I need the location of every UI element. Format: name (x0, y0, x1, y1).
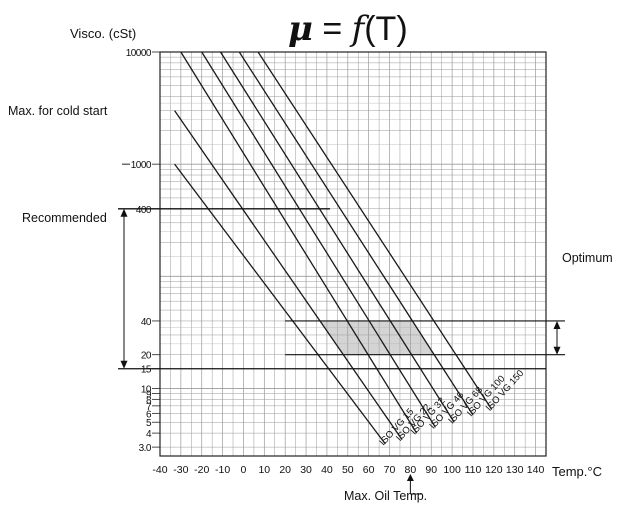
x-tick-label: 140 (527, 464, 545, 476)
y-tick-label: 4 (146, 429, 152, 440)
x-tick-label: 120 (485, 464, 503, 476)
y-tick-label: 3.0 (139, 443, 152, 454)
y-tick-label: 5 (146, 418, 152, 429)
x-tick-label: -20 (194, 464, 209, 476)
y-tick-label: 6 (146, 409, 152, 420)
x-tick-label: 30 (300, 464, 312, 476)
x-tick-label: 70 (384, 464, 396, 476)
cold-start-label: Max. for cold start (8, 104, 108, 118)
x-axis-label: Temp.°C (552, 464, 602, 479)
x-tick-label: -10 (215, 464, 230, 476)
y-tick-label: 10000 (126, 48, 152, 59)
x-tick-label: 90 (425, 464, 437, 476)
series-line (219, 51, 455, 423)
max-oil-temp-label: Max. Oil Temp. (344, 489, 427, 503)
x-tick-label: 40 (321, 464, 333, 476)
y-tick-label: 15 (141, 365, 152, 376)
x-tick-label: 130 (506, 464, 524, 476)
x-tick-label: 100 (443, 464, 461, 476)
x-tick-label: 0 (241, 464, 247, 476)
optimum-label: Optimum (562, 251, 613, 265)
y-tick-label: 40 (141, 317, 152, 328)
annotations-group (118, 163, 565, 495)
x-tick-label: -40 (152, 464, 167, 476)
plot-frame-group (159, 51, 547, 457)
series-line (174, 110, 403, 440)
x-tick-label: 10 (258, 464, 270, 476)
title-mu: μ (288, 9, 313, 49)
series-line (180, 51, 418, 434)
x-tick-label: 50 (342, 464, 354, 476)
x-tick-label: -30 (173, 464, 188, 476)
y-tick-label: 10 (141, 384, 152, 395)
x-tick-label: 110 (465, 464, 482, 476)
series-line (257, 51, 493, 410)
series-line (238, 51, 474, 416)
title-arg: (T) (364, 10, 407, 48)
y-tick-label: 9 (146, 390, 152, 401)
recommended-arrow-head-down (120, 360, 128, 369)
series-line (174, 163, 386, 445)
y-tick-label: 1000 (131, 160, 152, 171)
title-eq: = (313, 10, 352, 48)
y-tick-label: 400 (136, 205, 152, 216)
y-tick-label: 7 (146, 402, 152, 413)
y-tick-label: 8 (146, 395, 152, 406)
optimum-arrow-head-up (553, 320, 561, 329)
series-line (201, 51, 436, 428)
recommended-arrow-head-up (120, 208, 128, 217)
x-tick-label: 60 (363, 464, 375, 476)
x-tick-label: 80 (405, 464, 417, 476)
recommended-label: Recommended (22, 211, 107, 225)
optimum-arrow-head-down (553, 346, 561, 355)
max-oil-temp-arrow-head (406, 474, 414, 481)
plot-frame (159, 51, 547, 457)
y-tick-label: 20 (141, 351, 152, 362)
x-tick-labels-group: -40 -30 -20 -10 0 10 20 30 40 50 60 70 80 90 100 110 120… (152, 464, 544, 476)
y-axis-label: Visco. (cSt) (70, 26, 136, 41)
chart-title: μ = f(T) (288, 9, 408, 49)
x-tick-label: 20 (279, 464, 291, 476)
